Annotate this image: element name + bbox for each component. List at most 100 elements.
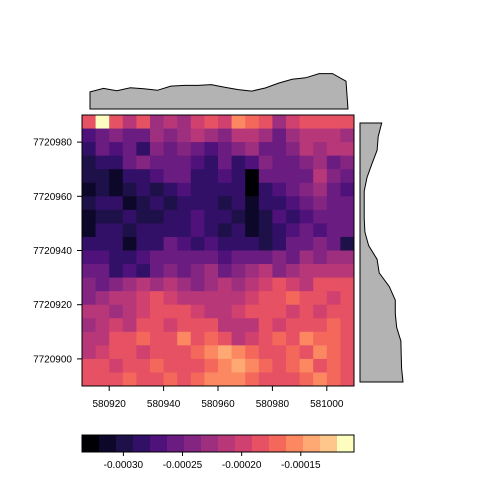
heatmap-cell: [313, 182, 328, 197]
heatmap-cell: [231, 358, 246, 373]
heatmap-cell: [95, 169, 110, 184]
heatmap-cell: [258, 223, 273, 238]
heatmap-cell: [340, 182, 355, 197]
heatmap-cell: [82, 155, 96, 170]
heatmap-cell: [218, 209, 232, 224]
heatmap-cell: [136, 345, 151, 360]
heatmap-cell: [286, 115, 300, 129]
heatmap-cell: [326, 182, 341, 197]
heatmap-cell: [258, 182, 273, 197]
heatmap-cell: [190, 115, 205, 129]
heatmap-cell: [95, 223, 110, 238]
heatmap-cell: [95, 345, 110, 360]
heatmap-cell: [82, 318, 96, 333]
heatmap-cell: [218, 223, 232, 238]
heatmap-cell: [190, 318, 205, 333]
heatmap-cell: [163, 358, 178, 373]
heatmap-cell: [163, 264, 178, 278]
heatmap-cell: [245, 372, 260, 387]
heatmap-cell: [326, 318, 341, 333]
heatmap-cell: [204, 223, 219, 238]
heatmap-cell: [299, 236, 314, 251]
heatmap-cell: [163, 277, 178, 292]
heatmap-cell: [299, 250, 314, 265]
heatmap-cell: [95, 182, 110, 197]
heatmap-cell: [163, 169, 178, 184]
heatmap-cell: [231, 345, 246, 360]
heatmap-cell: [231, 155, 246, 170]
colorbar-tick-label: -0.00030: [104, 460, 144, 471]
heatmap-cell: [313, 264, 328, 278]
heatmap-cell: [177, 196, 192, 211]
colorbar-swatch: [286, 435, 304, 452]
heatmap-cell: [258, 331, 273, 346]
heatmap-cell: [272, 142, 287, 157]
heatmap-cell: [109, 358, 124, 373]
heatmap-cell: [231, 223, 246, 238]
heatmap-cell: [245, 318, 260, 333]
right-marginal-area: [359, 122, 404, 383]
heatmap-cell: [245, 169, 260, 184]
heatmap-cell: [163, 372, 178, 387]
heatmap-cell: [177, 250, 192, 265]
colorbar-swatch: [116, 435, 134, 452]
heatmap-cell: [163, 318, 178, 333]
heatmap-cell: [286, 345, 300, 360]
heatmap-cell: [82, 291, 96, 306]
heatmap-cell: [177, 155, 192, 170]
colorbar-tick-label: -0.00020: [222, 460, 262, 471]
heatmap-cell: [177, 223, 192, 238]
heatmap-cell: [177, 331, 192, 346]
heatmap-cell: [95, 318, 110, 333]
heatmap-cell: [326, 223, 341, 238]
heatmap-cell: [177, 304, 192, 319]
colorbar: -0.00030 -0.00025 -0.00020 -0.00015: [81, 434, 355, 471]
heatmap-cell: [313, 358, 328, 373]
heatmap-cell: [150, 115, 164, 129]
heatmap-cell: [218, 182, 232, 197]
heatmap-cell: [245, 331, 260, 346]
heatmap-cell: [177, 277, 192, 292]
x-tick-label: 581000: [310, 399, 344, 410]
heatmap-cell: [218, 345, 232, 360]
heatmap-cell: [272, 182, 287, 197]
heatmap-cell: [95, 115, 110, 129]
heatmap-cell: [109, 182, 124, 197]
heatmap-cell: [231, 169, 246, 184]
heatmap-cell: [326, 372, 341, 387]
heatmap-cell: [272, 155, 287, 170]
heatmap-cell: [231, 277, 246, 292]
heatmap-cell: [258, 264, 273, 278]
heatmap-cell: [150, 277, 164, 292]
heatmap-cell: [82, 372, 96, 387]
heatmap-cell: [326, 264, 341, 278]
heatmap-cell: [136, 372, 151, 387]
heatmap-cell: [204, 209, 219, 224]
heatmap-cell: [109, 372, 124, 387]
heatmap-cell: [258, 236, 273, 251]
y-tick-label: 7720920: [33, 300, 72, 311]
heatmap-cell: [82, 250, 96, 265]
heatmap-cell: [136, 250, 151, 265]
heatmap-cell: [95, 331, 110, 346]
heatmap-cell: [136, 318, 151, 333]
colorbar-frame: [81, 434, 355, 453]
heatmap-cell: [190, 209, 205, 224]
heatmap-cell: [95, 209, 110, 224]
heatmap-cell: [109, 155, 124, 170]
heatmap-cell: [286, 250, 300, 265]
heatmap-cell: [95, 155, 110, 170]
heatmap-cell: [190, 372, 205, 387]
heatmap-cell: [286, 318, 300, 333]
heatmap-cell: [163, 223, 178, 238]
heatmap-cell: [299, 128, 314, 143]
heatmap-cell: [245, 142, 260, 157]
heatmap-cell: [82, 196, 96, 211]
heatmap-cell: [163, 250, 178, 265]
right-marginal-plot: [359, 122, 404, 383]
heatmap-cell: [272, 264, 287, 278]
heatmap-cell: [109, 304, 124, 319]
heatmap-cell: [299, 196, 314, 211]
heatmap-cell: [136, 209, 151, 224]
heatmap-cell: [340, 264, 355, 278]
